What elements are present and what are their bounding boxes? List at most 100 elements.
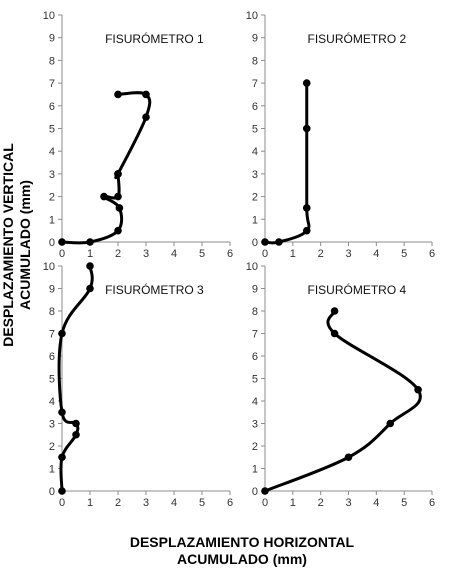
y-tick-label: 6: [49, 351, 55, 363]
data-point: [261, 238, 269, 246]
data-point: [302, 79, 311, 87]
x-tick-label: 0: [262, 497, 268, 509]
y-tick-label: 0: [49, 486, 55, 498]
y-tick-label: 5: [49, 124, 55, 136]
y-tick-label: 4: [252, 146, 258, 158]
data-point: [302, 204, 311, 212]
x-tick-label: 5: [199, 248, 205, 260]
y-tick-label: 0: [49, 237, 55, 249]
y-tick-label: 0: [252, 237, 258, 249]
data-point: [142, 90, 150, 99]
data-point: [86, 284, 94, 293]
y-tick-label: 1: [252, 214, 258, 226]
chart-panel-2: 0 1 2 3 4 5 6 0 1 2 3 4 5 6 7 8 9 10 FISURÓMETRO 2: [246, 10, 435, 260]
y-tick-label: 1: [49, 214, 55, 226]
data-point: [72, 419, 80, 428]
y-tick-label: 10: [246, 10, 258, 22]
data-point: [330, 329, 339, 338]
x-tick-label: 2: [318, 497, 324, 509]
chart-panel-1: 0 1 2 3 4 5 6 0 1 2 3 4 5 6 7 8 9 10 FISURÓMETRO 1: [43, 10, 233, 260]
data-point: [114, 192, 122, 201]
data-point: [72, 430, 80, 439]
y-tick-label: 2: [252, 441, 258, 453]
y-tick-label: 6: [49, 101, 55, 113]
data-point: [302, 124, 311, 133]
y-tick-label: 5: [252, 124, 258, 136]
y-tick-label: 8: [49, 306, 55, 318]
x-tick-label: 0: [59, 248, 65, 260]
data-point: [142, 113, 150, 121]
series-line: [263, 81, 311, 245]
y-tick-label: 3: [252, 419, 258, 431]
data-point: [302, 226, 311, 235]
data-point: [58, 487, 66, 495]
x-tick-label: 3: [345, 497, 351, 509]
data-point: [114, 170, 122, 178]
x-tick-label: 3: [143, 497, 149, 509]
y-tick-label: 3: [49, 419, 55, 431]
y-tick-label: 6: [252, 351, 258, 363]
x-tick-label: 0: [262, 248, 268, 260]
data-point: [58, 453, 66, 462]
x-tick-label: 1: [290, 248, 296, 260]
data-point: [114, 226, 122, 235]
x-axis-title-line2: ACUMULADO (mm): [177, 551, 307, 567]
data-point: [100, 192, 108, 201]
x-tick-label: 4: [373, 248, 379, 260]
x-axis-title-line1: DESPLAZAMIENTO HORIZONTAL: [130, 534, 355, 550]
panel-title: FISURÓMETRO 1: [105, 31, 204, 46]
y-tick-label: 3: [252, 169, 258, 181]
x-tick-label: 5: [401, 497, 407, 509]
series-line: [263, 309, 422, 493]
y-tick-label: 10: [246, 261, 258, 273]
x-tick-label: 4: [373, 497, 379, 509]
y-tick-label: 9: [49, 33, 55, 45]
y-tick-label: 1: [49, 464, 55, 476]
y-tick-label: 2: [252, 192, 258, 204]
x-tick-label: 2: [115, 497, 121, 509]
y-tick-label: 4: [49, 146, 55, 158]
y-axis-title-line2: ACUMULADO (mm): [17, 180, 33, 310]
y-tick-label: 10: [43, 261, 55, 273]
y-tick-label: 10: [43, 10, 55, 22]
y-tick-label: 8: [252, 306, 258, 318]
x-tick-label: 2: [115, 248, 121, 260]
y-axis-title-line1: DESPLAZAMIENTO VERTICAL: [0, 143, 16, 347]
chart-panel-3: 0 1 2 3 4 5 6 0 1 2 3 4 5 6 7 8 9 10 FISURÓMETRO 3: [43, 261, 233, 509]
y-tick-label: 9: [252, 284, 258, 296]
data-point: [275, 238, 283, 246]
data-point: [58, 408, 66, 417]
y-tick-label: 5: [49, 374, 55, 386]
y-tick-label: 7: [252, 329, 258, 341]
data-point: [330, 307, 339, 315]
y-tick-label: 9: [252, 33, 258, 45]
x-tick-label: 4: [171, 497, 177, 509]
data-point: [414, 385, 422, 394]
y-tick-label: 0: [252, 486, 258, 498]
data-point: [114, 90, 122, 99]
data-point: [386, 419, 395, 428]
x-tick-label: 6: [429, 497, 435, 509]
panel-title: FISURÓMETRO 4: [308, 282, 407, 297]
data-point: [86, 238, 94, 246]
y-tick-label: 6: [252, 101, 258, 113]
x-tick-label: 4: [171, 248, 177, 260]
y-tick-label: 2: [49, 192, 55, 204]
y-tick-label: 3: [49, 169, 55, 181]
y-tick-label: 7: [49, 78, 55, 90]
y-tick-label: 7: [49, 329, 55, 341]
chart-panel-4: 0 1 2 3 4 5 6 0 1 2 3 4 5 6 7 8 9 10 FISURÓMETRO 4: [246, 261, 435, 509]
x-tick-label: 2: [318, 248, 324, 260]
y-tick-label: 9: [49, 284, 55, 296]
panel-title: FISURÓMETRO 3: [105, 282, 204, 297]
y-tick-label: 4: [49, 396, 55, 408]
x-tick-label: 0: [59, 497, 65, 509]
y-tick-label: 2: [49, 441, 55, 453]
x-tick-label: 3: [143, 248, 149, 260]
x-tick-label: 6: [227, 248, 233, 260]
x-tick-label: 1: [87, 248, 93, 260]
y-tick-label: 7: [252, 78, 258, 90]
data-point: [86, 262, 94, 270]
